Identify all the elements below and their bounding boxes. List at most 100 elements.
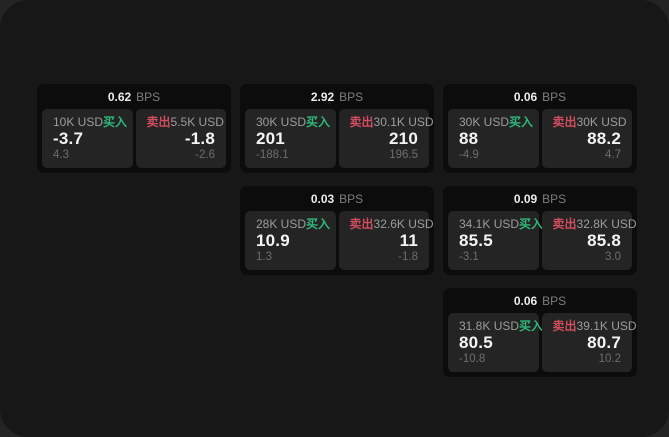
sell-tag: 卖出 [552,115,577,129]
buy-panel-top: 31.8K USD 买入 [459,319,543,333]
sell-quote-panel[interactable]: 卖出 30.1K USD 210 196.5 [338,109,434,168]
bps-value: 0.62 [107,89,132,104]
bps-unit-label: BPS [339,89,364,104]
bps-value: 2.92 [310,89,335,104]
buy-tag: 买入 [519,319,544,333]
sell-delta: -2.6 [195,149,215,162]
bps-unit-label: BPS [136,89,161,104]
buy-price: -3.7 [53,128,84,148]
quote-card: 2.92 BPS 30K USD 买入 201 -188.1 卖出 30.1K … [240,84,434,173]
card-body: 31.8K USD 买入 80.5 -10.8 卖出 39.1K USD 80.… [443,313,637,377]
sell-price: 210 [389,128,418,148]
bps-unit-label: BPS [542,293,567,308]
buy-size: 30K USD [459,115,510,129]
buy-panel-top: 34.1K USD 买入 [459,217,543,231]
sell-price: 80.7 [587,332,621,352]
sell-size: 5.5K USD [170,115,224,129]
sell-panel-top: 卖出 5.5K USD [146,115,224,129]
bps-unit-label: BPS [339,191,364,206]
sell-panel-top: 卖出 32.6K USD [349,217,434,231]
card-body: 30K USD 买入 88 -4.9 卖出 30K USD 88.2 4.7 [443,109,637,173]
card-header: 2.92 BPS [240,84,434,109]
buy-price: 88 [459,128,479,148]
buy-panel-top: 30K USD 买入 [459,115,533,129]
buy-panel-top: 10K USD 买入 [53,115,127,129]
sell-price: 85.8 [587,230,621,250]
sell-delta: 3.0 [605,251,621,264]
buy-delta: -4.9 [459,149,479,162]
sell-tag: 卖出 [349,217,374,231]
bps-value: 0.09 [513,191,538,206]
quote-card: 0.03 BPS 28K USD 买入 10.9 1.3 卖出 32.6K US… [240,186,434,275]
sell-price: 88.2 [587,128,621,148]
sell-tag: 卖出 [349,115,374,129]
sell-delta: 10.2 [598,353,621,366]
sell-panel-top: 卖出 30K USD [552,115,627,129]
sell-size: 32.8K USD [576,217,637,231]
buy-tag: 买入 [509,115,534,129]
buy-size: 10K USD [53,115,104,129]
buy-panel-top: 30K USD 买入 [256,115,330,129]
sell-panel-top: 卖出 30.1K USD [349,115,434,129]
sell-quote-panel[interactable]: 卖出 39.1K USD 80.7 10.2 [541,313,637,372]
buy-quote-panel[interactable]: 30K USD 买入 201 -188.1 [245,109,336,168]
quote-card: 0.62 BPS 10K USD 买入 -3.7 4.3 卖出 5.5K USD… [37,84,231,173]
buy-quote-panel[interactable]: 34.1K USD 买入 85.5 -3.1 [448,211,543,270]
card-header: 0.06 BPS [443,288,637,313]
sell-quote-panel[interactable]: 卖出 30K USD 88.2 4.7 [541,109,632,168]
buy-delta: -10.8 [459,353,486,366]
card-body: 30K USD 买入 201 -188.1 卖出 30.1K USD 210 1… [240,109,434,173]
buy-quote-panel[interactable]: 31.8K USD 买入 80.5 -10.8 [448,313,543,372]
bps-value: 0.03 [310,191,335,206]
card-body: 34.1K USD 买入 85.5 -3.1 卖出 32.8K USD 85.8… [443,211,637,275]
sell-size: 39.1K USD [576,319,637,333]
buy-price: 80.5 [459,332,493,352]
sell-price: 11 [399,230,418,250]
sell-tag: 卖出 [146,115,171,129]
quote-card: 0.06 BPS 31.8K USD 买入 80.5 -10.8 卖出 39.1… [443,288,637,377]
buy-size: 30K USD [256,115,307,129]
card-body: 10K USD 买入 -3.7 4.3 卖出 5.5K USD -1.8 -2.… [37,109,231,173]
sell-panel-top: 卖出 32.8K USD [552,217,637,231]
buy-delta: 1.3 [256,251,272,264]
buy-size: 28K USD [256,217,307,231]
sell-size: 30.1K USD [373,115,434,129]
bps-value: 0.06 [513,89,538,104]
sell-size: 32.6K USD [373,217,434,231]
cards-grid: 0.62 BPS 10K USD 买入 -3.7 4.3 卖出 5.5K USD… [37,84,637,377]
sell-size: 30K USD [576,115,627,129]
sell-quote-panel[interactable]: 卖出 32.6K USD 11 -1.8 [338,211,434,270]
bps-unit-label: BPS [542,191,567,206]
card-header: 0.62 BPS [37,84,231,109]
sell-delta: -1.8 [398,251,418,264]
buy-price: 10.9 [256,230,290,250]
buy-quote-panel[interactable]: 10K USD 买入 -3.7 4.3 [42,109,133,168]
buy-delta: 4.3 [53,149,69,162]
buy-price: 201 [256,128,285,148]
buy-delta: -188.1 [256,149,289,162]
bps-unit-label: BPS [542,89,567,104]
buy-quote-panel[interactable]: 30K USD 买入 88 -4.9 [448,109,539,168]
buy-tag: 买入 [103,115,128,129]
buy-size: 34.1K USD [459,217,520,231]
sell-quote-panel[interactable]: 卖出 32.8K USD 85.8 3.0 [541,211,637,270]
buy-price: 85.5 [459,230,493,250]
buy-delta: -3.1 [459,251,479,264]
sell-delta: 4.7 [605,149,621,162]
buy-tag: 买入 [306,115,331,129]
sell-price: -1.8 [184,128,215,148]
bps-value: 0.06 [513,293,538,308]
card-header: 0.06 BPS [443,84,637,109]
sell-panel-top: 卖出 39.1K USD [552,319,637,333]
card-header: 0.03 BPS [240,186,434,211]
sell-tag: 卖出 [552,319,577,333]
sell-delta: 196.5 [389,149,418,162]
buy-quote-panel[interactable]: 28K USD 买入 10.9 1.3 [245,211,336,270]
quote-card: 0.06 BPS 30K USD 买入 88 -4.9 卖出 30K USD 8… [443,84,637,173]
buy-tag: 买入 [306,217,331,231]
card-header: 0.09 BPS [443,186,637,211]
sell-tag: 卖出 [552,217,577,231]
quote-card: 0.09 BPS 34.1K USD 买入 85.5 -3.1 卖出 32.8K… [443,186,637,275]
sell-quote-panel[interactable]: 卖出 5.5K USD -1.8 -2.6 [135,109,226,168]
